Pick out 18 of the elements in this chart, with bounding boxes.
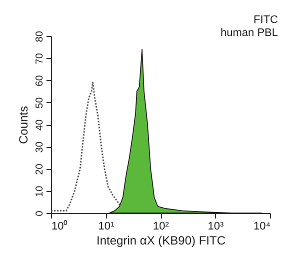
y-tick-label: 30 xyxy=(34,141,46,153)
y-tick-label: 20 xyxy=(34,163,46,175)
y-tick-label: 0 xyxy=(34,210,46,216)
text: FITC xyxy=(254,14,278,26)
x-tick-label: 10⁰ xyxy=(52,220,68,232)
x-tick-label: 10⁴ xyxy=(254,220,271,232)
x-tick-label: 10¹ xyxy=(98,220,115,232)
annotation: human PBL xyxy=(220,27,278,39)
y-axis-title: Counts xyxy=(16,106,30,144)
y-tick-label: 70 xyxy=(34,52,46,64)
y-tick-label: 80 xyxy=(34,30,46,42)
x-tick-label: 10³ xyxy=(208,220,224,232)
x-axis-title: Integrin αX (KB90) FITC xyxy=(96,234,226,248)
y-tick-label: 10 xyxy=(34,185,46,197)
x-tick-label: 10² xyxy=(153,220,170,232)
y-tick-label: 50 xyxy=(34,96,46,108)
y-tick-label: 60 xyxy=(34,74,46,86)
y-tick-label: 40 xyxy=(34,119,46,131)
